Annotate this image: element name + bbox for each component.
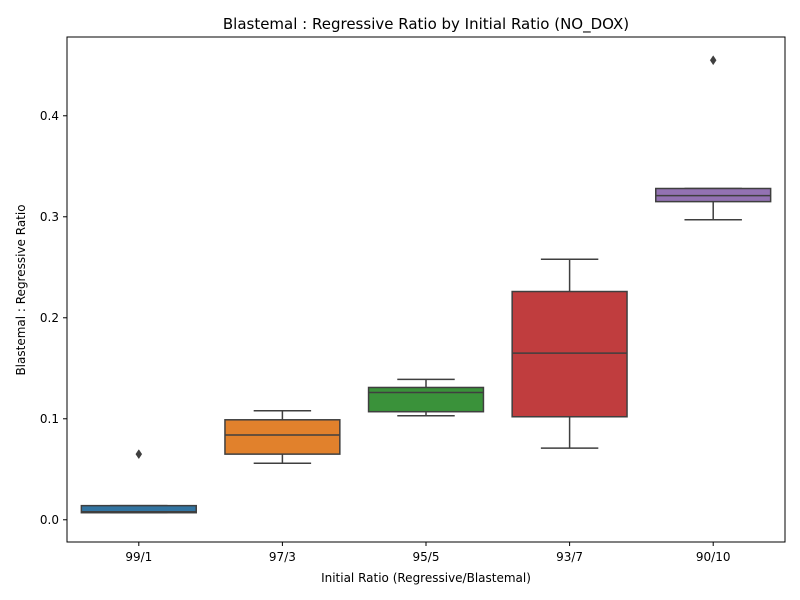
box-1-iqr-box [80, 504, 197, 514]
x-axis-label: Initial Ratio (Regressive/Blastemal) [321, 571, 531, 585]
axes: 99/1 97/3 95/5 93/7 90/10 0.0 0.1 0.2 0.3 0.4 [40, 109, 731, 564]
box-3-iqr-box [367, 386, 485, 413]
y-tick-label-3: 0.2 [40, 311, 59, 325]
x-tick-label-2: 97/3 [269, 550, 296, 564]
x-tick-label-1: 99/1 [125, 550, 152, 564]
box-5-group [655, 55, 772, 221]
box-2-iqr-box [224, 419, 341, 455]
x-tick-label-5: 90/10 [696, 550, 731, 564]
box-3-group [367, 378, 485, 417]
box-1-group [80, 449, 197, 514]
y-tick-label-4: 0.3 [40, 210, 59, 224]
y-axis-label: Blastemal : Regressive Ratio [14, 204, 28, 375]
y-tick-label-1: 0.0 [40, 513, 59, 527]
box-4-group [511, 258, 628, 449]
x-tick-label-4: 93/7 [556, 550, 583, 564]
chart-title: Blastemal : Regressive Ratio by Initial … [223, 15, 629, 34]
y-tick-label-5: 0.4 [40, 109, 59, 123]
plot-area [80, 55, 772, 514]
plot-frame [66, 36, 786, 543]
box-2-group [224, 409, 341, 464]
y-tick-label-2: 0.1 [40, 412, 59, 426]
box-5-outlier-1 [709, 55, 717, 66]
box-1-outlier-1 [135, 449, 143, 460]
box-4-iqr-box [511, 290, 628, 418]
x-tick-label-3: 95/5 [413, 550, 440, 564]
